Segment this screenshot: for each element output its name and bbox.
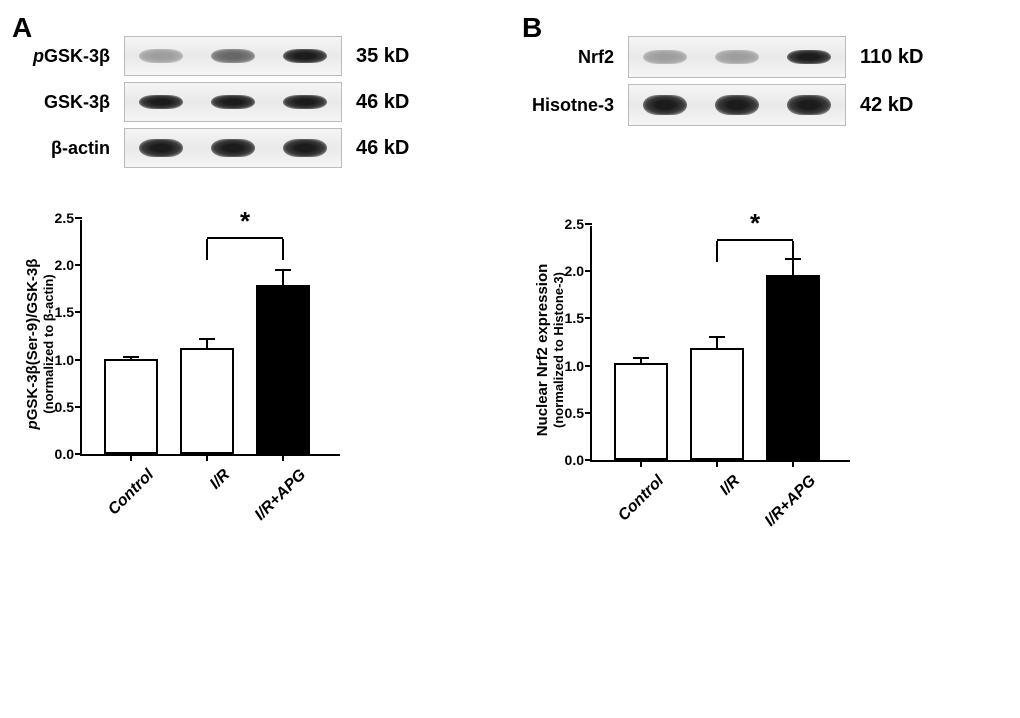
- blot-label: Hisotne-3: [528, 95, 628, 116]
- bar: [614, 363, 668, 460]
- significance-leg: [716, 241, 718, 262]
- figure-root: A pGSK-3β35 kDGSK-3β46 kDβ-actin46 kD pG…: [18, 18, 1002, 462]
- blot-strip: [124, 128, 342, 168]
- molecular-weight-label: 42 kD: [846, 94, 913, 117]
- blot-row: β-actin 46 kD: [18, 128, 488, 168]
- panel-b: B Nrf2110 kDHisotne-342 kD Nuclear Nrf2 …: [528, 18, 998, 462]
- blot-row: pGSK-3β 35 kD: [18, 36, 488, 76]
- blot-row: GSK-3β 46 kD: [18, 82, 488, 122]
- bar: [180, 348, 234, 454]
- panel-a: A pGSK-3β35 kDGSK-3β46 kDβ-actin46 kD pG…: [18, 18, 488, 462]
- blot-row: Hisotne-3 42 kD: [528, 84, 998, 126]
- x-tick-label: Control: [606, 472, 668, 534]
- molecular-weight-label: 46 kD: [342, 137, 409, 160]
- y-tick-label: 1.0: [565, 358, 592, 374]
- bar: [766, 275, 820, 460]
- blot-label: pGSK-3β: [18, 46, 124, 67]
- significance-star: *: [750, 208, 760, 239]
- blot-label: β-actin: [18, 138, 124, 159]
- x-tick-label: Control: [96, 466, 158, 528]
- error-cap: [123, 356, 139, 358]
- band: [139, 95, 183, 109]
- band: [283, 49, 327, 63]
- bar: [104, 359, 158, 454]
- blot-label: Nrf2: [528, 47, 628, 68]
- error-cap: [633, 357, 649, 359]
- x-tick: [130, 454, 132, 461]
- y-tick-label: 0.5: [55, 399, 82, 415]
- y-tick-label: 2.0: [565, 263, 592, 279]
- x-tick: [792, 460, 794, 467]
- y-tick-label: 0.5: [565, 405, 592, 421]
- panel-b-chart: Nuclear Nrf2 expression(normalized to Hi…: [590, 226, 998, 462]
- significance-leg: [792, 241, 794, 262]
- blot-strip: [124, 36, 342, 76]
- panel-a-blots: pGSK-3β 35 kD GSK-3β 46 kD β-actin 46 kD: [18, 36, 488, 174]
- y-tick-label: 1.5: [565, 310, 592, 326]
- panel-b-ylabel: Nuclear Nrf2 expression(normalized to Hi…: [534, 220, 566, 480]
- panel-a-plot: 0.00.51.01.52.02.5ControlI/RI/R+APG*: [80, 220, 340, 456]
- y-tick-label: 2.5: [55, 210, 82, 226]
- band: [787, 95, 831, 115]
- band: [643, 50, 687, 64]
- error-bar: [282, 270, 284, 285]
- x-tick: [206, 454, 208, 461]
- blot-label: GSK-3β: [18, 92, 124, 113]
- significance-bracket: [207, 237, 283, 239]
- y-tick-label: 1.5: [55, 304, 82, 320]
- band: [139, 139, 183, 157]
- panel-b-plot: 0.00.51.01.52.02.5ControlI/RI/R+APG*: [590, 226, 850, 462]
- y-tick-label: 0.0: [565, 452, 592, 468]
- x-tick: [716, 460, 718, 467]
- error-cap: [199, 338, 215, 340]
- bar: [690, 348, 744, 460]
- band: [283, 139, 327, 157]
- band: [715, 50, 759, 64]
- blot-row: Nrf2 110 kD: [528, 36, 998, 78]
- band: [211, 139, 255, 157]
- x-tick-label: I/R+APG: [758, 472, 820, 534]
- y-tick-label: 2.0: [55, 257, 82, 273]
- y-tick-label: 1.0: [55, 352, 82, 368]
- bar: [256, 285, 310, 454]
- error-cap: [275, 269, 291, 271]
- panel-b-blots: Nrf2 110 kD Hisotne-3 42 kD: [528, 36, 998, 132]
- error-bar: [206, 339, 208, 348]
- band: [787, 50, 831, 64]
- band: [283, 95, 327, 109]
- molecular-weight-label: 35 kD: [342, 45, 409, 68]
- ylabel-line2: (normalized to Histone-3): [551, 220, 566, 480]
- molecular-weight-label: 46 kD: [342, 91, 409, 114]
- blot-strip: [628, 84, 846, 126]
- band: [643, 95, 687, 115]
- molecular-weight-label: 110 kD: [846, 46, 923, 69]
- x-tick: [282, 454, 284, 461]
- x-tick-label: I/R: [682, 472, 744, 534]
- significance-bracket: [717, 239, 793, 241]
- band: [211, 49, 255, 63]
- panel-a-chart: pGSK-3β(Ser-9)/GSK-3β(normalized to β-ac…: [80, 220, 488, 456]
- band: [139, 49, 183, 63]
- error-bar: [716, 337, 718, 347]
- ylabel-line1: Nuclear Nrf2 expression: [534, 220, 551, 480]
- significance-leg: [206, 239, 208, 260]
- x-tick-label: I/R: [172, 466, 234, 528]
- blot-strip: [124, 82, 342, 122]
- error-cap: [709, 336, 725, 338]
- panel-a-ylabel: pGSK-3β(Ser-9)/GSK-3β(normalized to β-ac…: [24, 214, 56, 474]
- band: [211, 95, 255, 109]
- band: [715, 95, 759, 115]
- y-tick-label: 0.0: [55, 446, 82, 462]
- ylabel-line2: (normalized to β-actin): [41, 214, 56, 474]
- significance-star: *: [240, 206, 250, 237]
- significance-leg: [282, 239, 284, 260]
- x-tick-label: I/R+APG: [248, 466, 310, 528]
- y-tick-label: 2.5: [565, 216, 592, 232]
- x-tick: [640, 460, 642, 467]
- ylabel-line1: pGSK-3β(Ser-9)/GSK-3β: [24, 214, 41, 474]
- blot-strip: [628, 36, 846, 78]
